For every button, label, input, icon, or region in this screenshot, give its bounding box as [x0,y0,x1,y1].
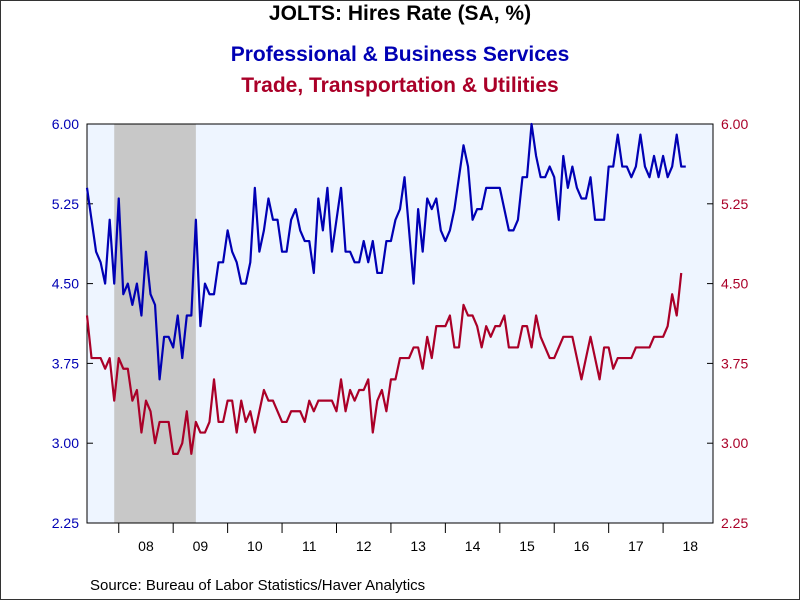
x-tick-label: 10 [247,538,263,554]
x-tick-label: 09 [193,538,209,554]
y-right-tick-label: 3.75 [721,355,748,371]
x-tick-label: 14 [465,538,481,554]
y-right-tick-label: 5.25 [721,196,748,212]
y-left-tick-label: 6.00 [52,116,79,132]
chart-title: JOLTS: Hires Rate (SA, %) [268,2,532,25]
x-tick-label: 08 [138,538,154,554]
y-left-tick-label: 3.75 [52,355,79,371]
y-right-tick-label: 2.25 [721,515,748,531]
y-left-tick-label: 3.00 [52,435,79,451]
x-tick-label: 17 [628,538,644,554]
y-left-tick-label: 5.25 [52,196,79,212]
y-left-tick-label: 2.25 [52,515,79,531]
x-tick-label: 13 [410,538,426,554]
series-title-professional: Professional & Business Services [230,43,570,66]
x-tick-label: 15 [519,538,535,554]
series-title-trade: Trade, Transportation & Utilities [241,74,559,97]
x-tick-label: 12 [356,538,372,554]
y-right-tick-label: 6.00 [721,116,748,132]
source-note: Source: Bureau of Labor Statistics/Haver… [90,577,426,594]
x-tick-label: 16 [574,538,590,554]
recession-shading [114,124,196,523]
y-left-tick-label: 4.50 [52,276,79,292]
x-tick-label: 11 [302,538,317,554]
y-right-tick-label: 4.50 [721,276,748,292]
x-tick-label: 18 [683,538,699,554]
series-line-professional [85,122,686,381]
series-line-trade [85,272,683,455]
y-right-tick-label: 3.00 [721,435,748,451]
